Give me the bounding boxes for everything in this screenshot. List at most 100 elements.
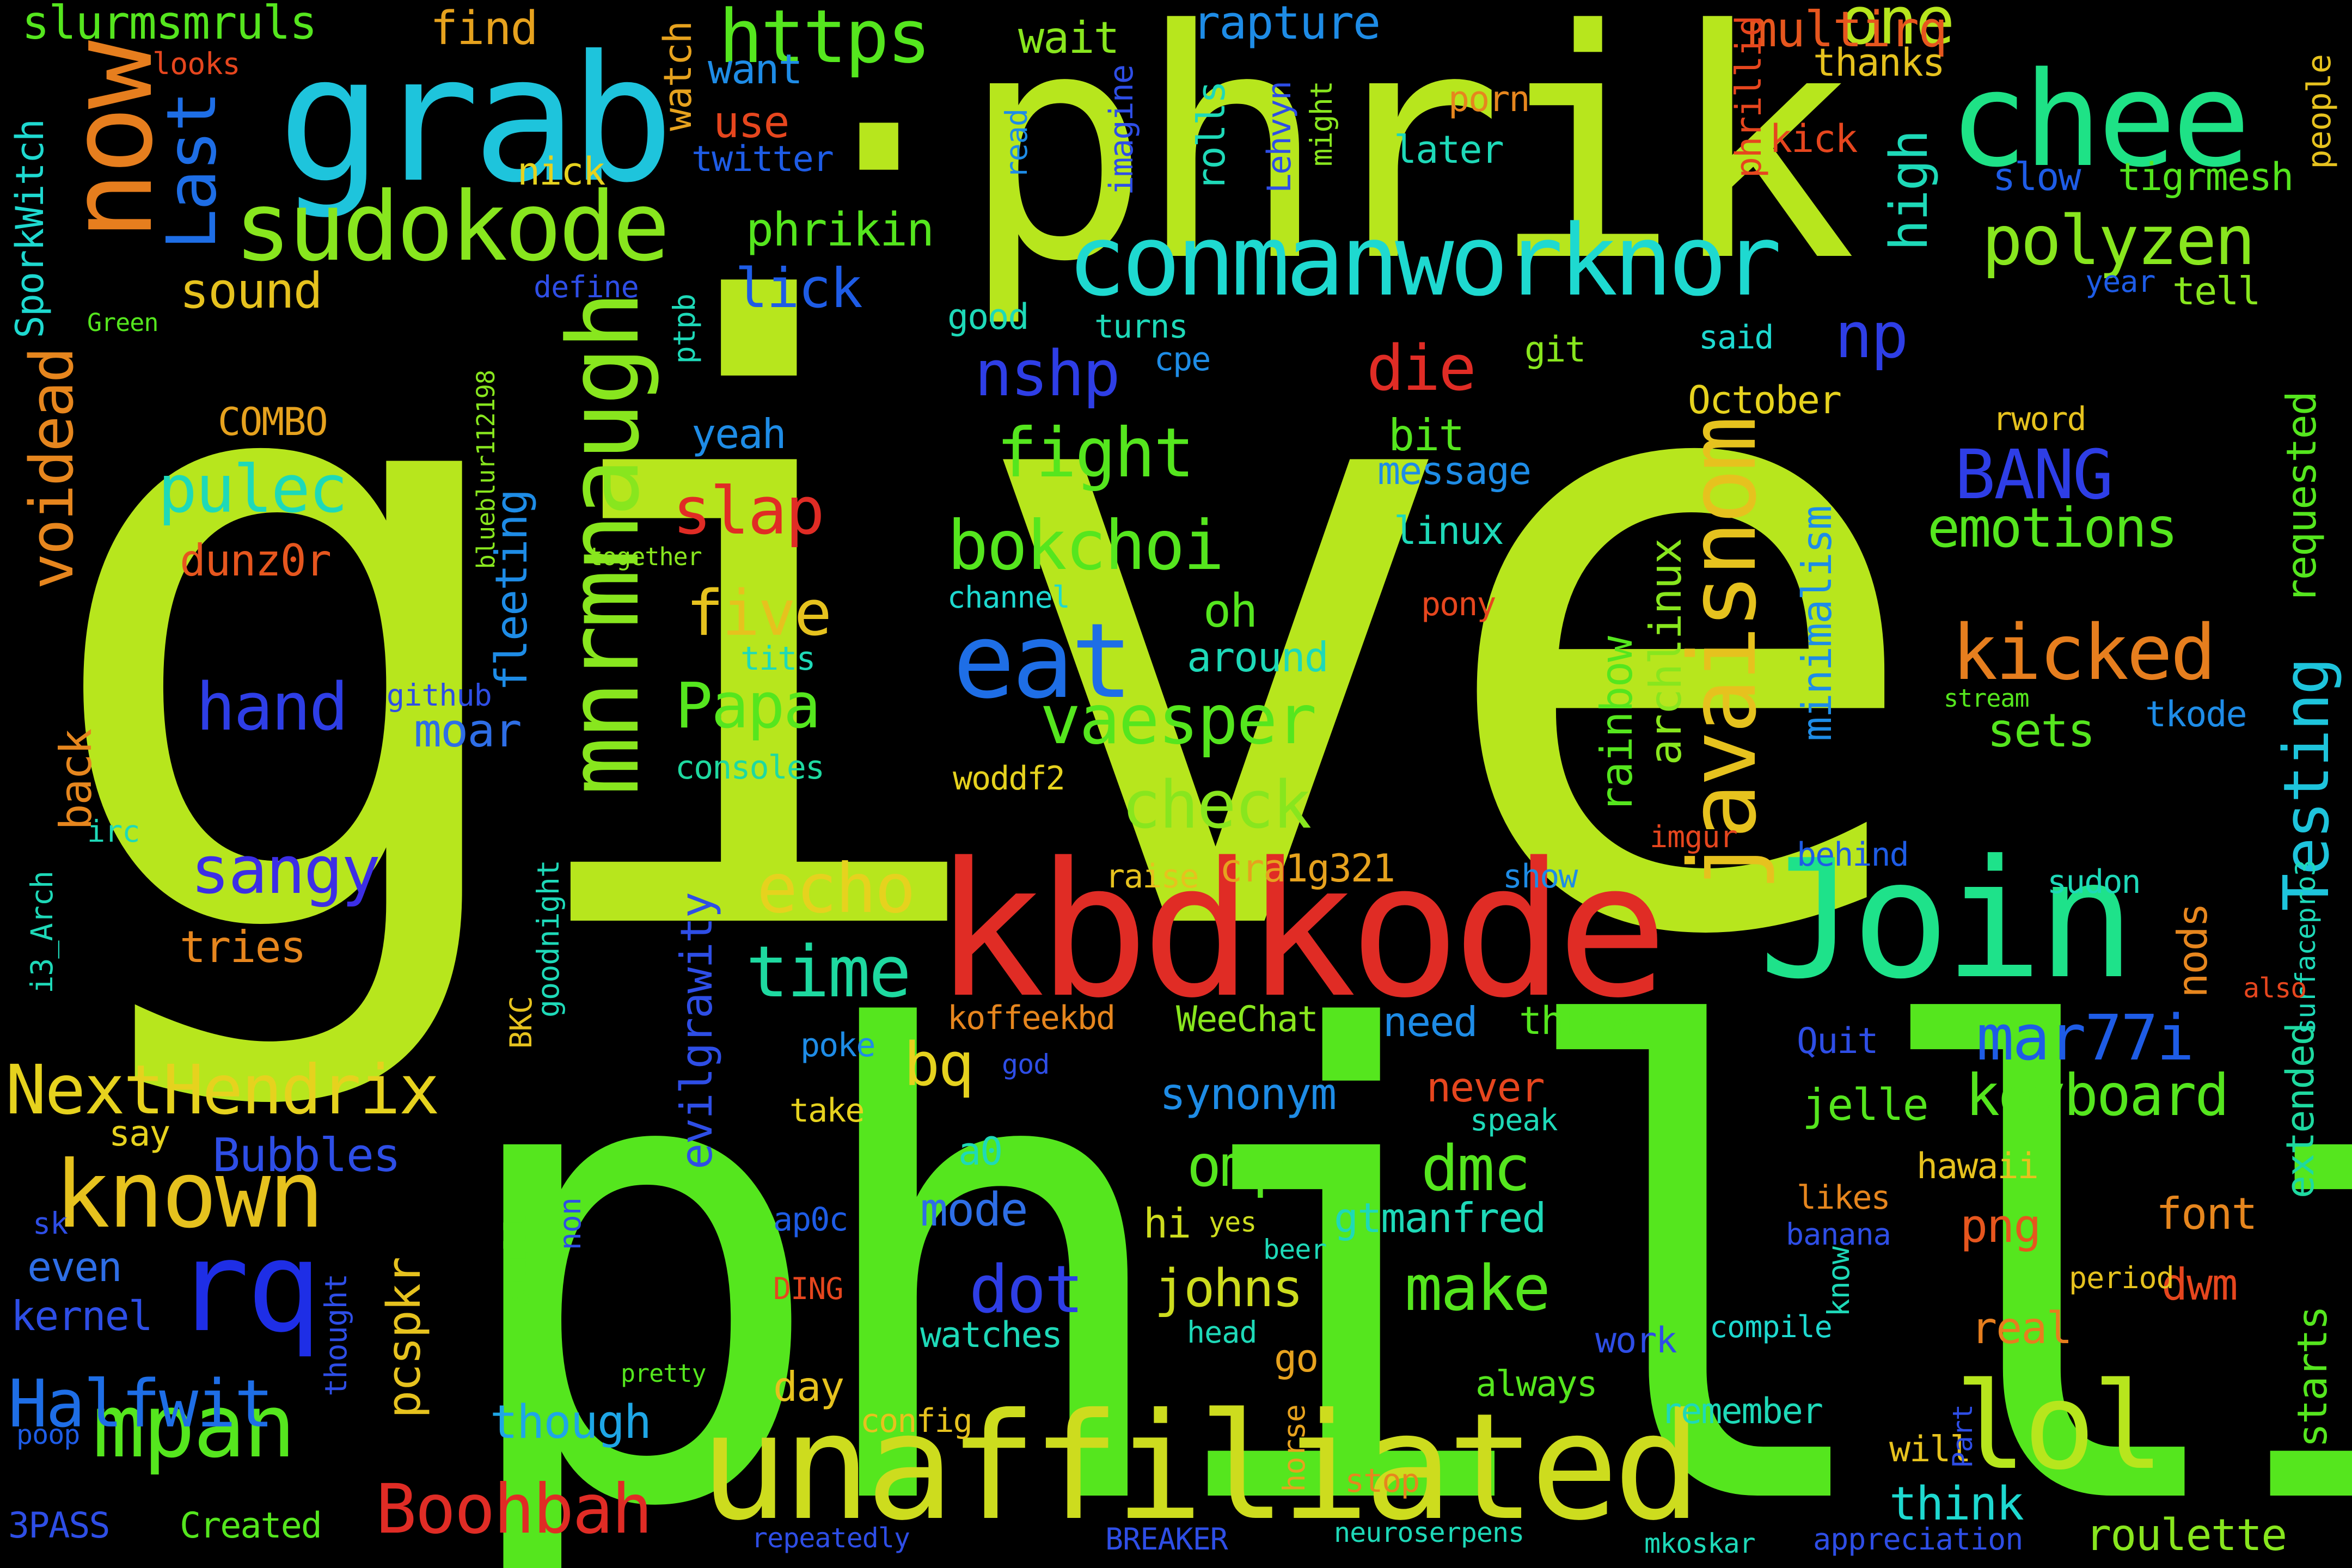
word: appreciation	[1813, 1522, 2023, 1557]
word: known	[54, 1141, 324, 1249]
word: ap0c	[773, 1200, 848, 1239]
word: koffeekbd	[947, 999, 1116, 1037]
word: git	[1524, 329, 1586, 370]
word: show	[1503, 857, 1578, 896]
word: together	[588, 542, 702, 571]
word: five	[686, 577, 832, 650]
word: mpan	[93, 1375, 296, 1477]
word: ptpb	[667, 294, 702, 364]
word: work	[1595, 1320, 1677, 1361]
word: define	[534, 270, 639, 304]
word: thanks	[1813, 40, 1945, 85]
word: Part	[1947, 1405, 1979, 1468]
word: Join	[1759, 825, 2135, 1015]
word: check	[1122, 768, 1312, 843]
word: slap	[672, 474, 825, 549]
word: kbdkode	[934, 823, 1668, 1039]
word: mkoskar	[1644, 1528, 1756, 1559]
word: poop	[16, 1419, 80, 1450]
word: starts	[2288, 1307, 2336, 1448]
word: take	[789, 1092, 865, 1130]
word: one	[1840, 0, 1955, 59]
word: github	[387, 678, 492, 713]
word: high	[1879, 131, 1939, 251]
word: phrikin	[746, 203, 934, 257]
word: imgur	[1650, 819, 1738, 854]
word: tits	[740, 640, 816, 678]
word: linux	[1394, 509, 1504, 553]
word: nods	[2169, 904, 2216, 998]
word: watch	[656, 22, 700, 131]
word: Created	[180, 1505, 322, 1546]
word: jelle	[1802, 1080, 1929, 1130]
word: moar	[414, 704, 522, 758]
word: neuroserpens	[1334, 1517, 1524, 1548]
word: fight	[996, 414, 1195, 493]
word: bit	[1388, 410, 1465, 461]
word: god	[1002, 1049, 1050, 1080]
word: channel	[947, 580, 1070, 615]
word: multirq	[1748, 1, 1947, 58]
word: message	[1377, 449, 1532, 493]
word: people	[2300, 54, 2338, 169]
word: looks	[152, 46, 241, 81]
word: behind	[1797, 836, 1909, 874]
word: banana	[1786, 1217, 1891, 1252]
word: font	[2156, 1189, 2258, 1239]
word: porn	[1448, 79, 1530, 120]
word: phillid	[444, 900, 2352, 1568]
word: still	[498, 1214, 536, 1307]
word: Papa	[675, 670, 821, 743]
word: speak	[1470, 1102, 1558, 1137]
word: hawaii	[1916, 1146, 2039, 1187]
word: thought	[318, 1274, 353, 1396]
word: lol	[1955, 1357, 2164, 1496]
word: kick	[1769, 117, 1858, 161]
word: keyboard	[1965, 1062, 2230, 1129]
word: even	[27, 1243, 122, 1291]
word: remember	[1661, 1391, 1823, 1432]
word: yeah	[691, 410, 787, 458]
word: kicked	[1952, 609, 2216, 697]
word: stop	[1345, 1462, 1420, 1500]
word: bokchoi	[947, 506, 1224, 585]
word: beer	[1263, 1234, 1327, 1265]
word: head	[1187, 1315, 1257, 1350]
word: kernel	[11, 1292, 153, 1340]
word: tell	[2172, 269, 2261, 314]
word: omp	[1187, 1133, 1287, 1199]
word: give	[33, 137, 1934, 1120]
word: Green	[87, 308, 158, 337]
word: though	[490, 1395, 652, 1449]
word: png	[1960, 1199, 2042, 1253]
word: synonym	[1160, 1069, 1337, 1119]
word: slurmsmruls	[22, 0, 317, 50]
word: voidead	[17, 348, 87, 590]
word: Halfwit	[8, 1367, 274, 1442]
word: COMBO	[218, 400, 328, 444]
word: year	[2085, 264, 2155, 299]
word: polyzen	[1982, 201, 2256, 280]
word: raise	[1105, 857, 1199, 896]
word: twitter	[691, 139, 834, 180]
word: grab	[278, 19, 675, 221]
word: requested	[2277, 392, 2325, 604]
word: think	[1889, 1477, 2024, 1531]
word: nick	[517, 149, 606, 194]
word: woddf2	[953, 759, 1065, 798]
word: tigrmesh	[2118, 155, 2294, 199]
word: October	[1688, 378, 1842, 422]
word: sound	[180, 262, 323, 320]
word: hand	[196, 670, 348, 745]
word: Last	[152, 93, 231, 250]
word: ·phrik	[784, 0, 1857, 330]
word: sk	[33, 1206, 68, 1241]
word: a0	[958, 1129, 1003, 1174]
word: mode	[920, 1183, 1028, 1237]
word: later	[1394, 127, 1504, 172]
word: rapture	[1192, 0, 1381, 50]
word: find	[430, 2, 538, 56]
word: repeatedly	[751, 1522, 910, 1554]
word: imagine	[1102, 65, 1141, 195]
word: echo	[757, 849, 916, 928]
